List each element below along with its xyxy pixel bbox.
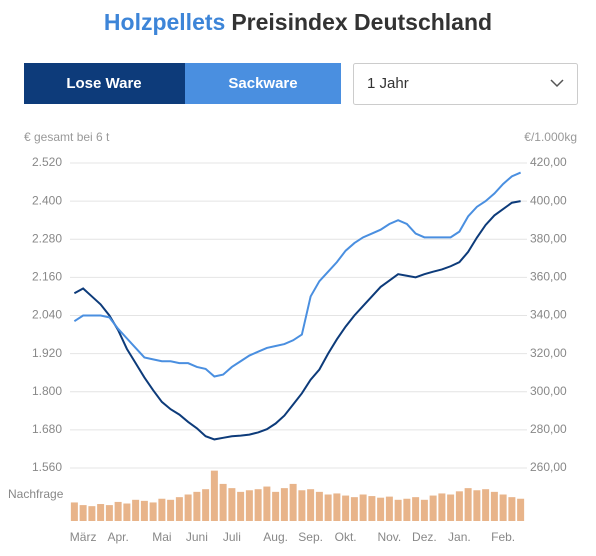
x-tick-label: Mai: [152, 530, 171, 544]
demand-bar: [167, 499, 175, 521]
demand-bar: [420, 499, 428, 521]
x-tick-label: Sep.: [298, 530, 323, 544]
demand-bar: [245, 490, 253, 521]
y2-tick-label: 280,00: [530, 422, 567, 436]
demand-bar: [490, 491, 498, 521]
y-tick-label: 2.160: [32, 270, 62, 284]
demand-bar: [263, 486, 271, 521]
x-tick-label: Jan.: [448, 530, 471, 544]
demand-bar: [394, 499, 402, 521]
demand-label: Nachfrage: [8, 487, 64, 501]
demand-bar: [412, 497, 420, 521]
demand-bar: [307, 489, 315, 521]
demand-bar: [210, 470, 218, 521]
y-tick-label: 2.520: [32, 155, 62, 169]
x-tick-label: Apr.: [107, 530, 128, 544]
demand-bar: [455, 491, 463, 521]
demand-bar: [342, 495, 350, 521]
demand-bar: [315, 491, 323, 521]
line-series: [73, 171, 522, 378]
title: Holzpellets Preisindex Deutschland: [104, 9, 492, 35]
y2-tick-label: 260,00: [530, 460, 567, 474]
y2-tick-label: 360,00: [530, 270, 567, 284]
demand-bar: [289, 483, 297, 521]
demand-bar: [70, 502, 78, 521]
x-tick-label: Juli: [223, 530, 241, 544]
demand-bar: [333, 493, 341, 521]
x-tick-label: März: [70, 530, 97, 544]
demand-bar: [158, 498, 166, 521]
y-tick-label: 1.920: [32, 346, 62, 360]
demand-bar: [97, 504, 105, 521]
demand-bar: [377, 497, 385, 521]
y-tick-label: 2.040: [32, 308, 62, 322]
x-tick-label: Juni: [186, 530, 208, 544]
demand-bar: [114, 501, 122, 521]
demand-bar: [464, 488, 472, 521]
demand-bar: [298, 490, 306, 521]
line-series: [73, 200, 521, 441]
demand-bar: [175, 497, 183, 521]
demand-bar: [228, 488, 236, 521]
demand-bar: [368, 496, 376, 521]
demand-bar: [193, 491, 201, 521]
demand-bar: [105, 505, 113, 521]
dropdown-label[interactable]: 1 Jahr: [367, 75, 409, 92]
demand-bar: [79, 505, 87, 521]
demand-bar: [237, 491, 245, 521]
y2-axis-label: €/1.000kg: [524, 130, 577, 144]
y-tick-label: 1.680: [32, 422, 62, 436]
x-tick-label: Okt.: [335, 530, 357, 544]
demand-bar: [385, 496, 393, 521]
demand-bar: [123, 503, 131, 521]
demand-bar: [350, 497, 358, 521]
title-highlight: Holzpellets: [104, 9, 225, 35]
demand-bar: [254, 489, 262, 521]
demand-bar: [499, 494, 507, 521]
tab-lose[interactable]: [24, 63, 185, 104]
demand-bar: [473, 490, 481, 521]
demand-bar: [324, 494, 332, 521]
demand-bar: [219, 483, 227, 521]
demand-bar: [403, 498, 411, 521]
demand-bar: [280, 488, 288, 521]
y2-tick-label: 420,00: [530, 155, 567, 169]
x-tick-label: Nov.: [377, 530, 401, 544]
y-tick-label: 2.400: [32, 193, 62, 207]
demand-bar: [438, 493, 446, 521]
dropdown[interactable]: [353, 63, 578, 105]
demand-bar: [202, 489, 210, 521]
y2-tick-label: 400,00: [530, 193, 567, 207]
demand-bar: [447, 494, 455, 521]
demand-bar: [359, 494, 367, 521]
y2-tick-label: 340,00: [530, 308, 567, 322]
y-axis-label: € gesamt bei 6 t: [24, 130, 110, 144]
tab-sack-label[interactable]: Sackware: [228, 75, 297, 92]
y-tick-label: 2.280: [32, 231, 62, 245]
demand-bar: [132, 499, 140, 521]
demand-bar: [272, 491, 280, 521]
y2-tick-label: 320,00: [530, 346, 567, 360]
dropdown-arrow: [550, 79, 564, 88]
demand-bar: [149, 502, 157, 521]
demand-bar: [508, 497, 516, 521]
tab-lose-label[interactable]: Lose Ware: [66, 75, 141, 92]
tab-sack[interactable]: [185, 63, 341, 104]
demand-bar: [88, 506, 96, 521]
demand-bar: [140, 500, 148, 521]
demand-bar: [429, 495, 437, 521]
title-rest: Preisindex Deutschland: [231, 9, 492, 35]
demand-bar: [184, 494, 192, 521]
demand-bar: [482, 489, 490, 521]
demand-bar: [517, 498, 525, 521]
x-tick-label: Feb.: [491, 530, 515, 544]
x-tick-label: Aug.: [263, 530, 288, 544]
y2-tick-label: 300,00: [530, 384, 567, 398]
y2-tick-label: 380,00: [530, 231, 567, 245]
x-tick-label: Dez.: [412, 530, 437, 544]
y-tick-label: 1.560: [32, 460, 62, 474]
y-tick-label: 1.800: [32, 384, 62, 398]
